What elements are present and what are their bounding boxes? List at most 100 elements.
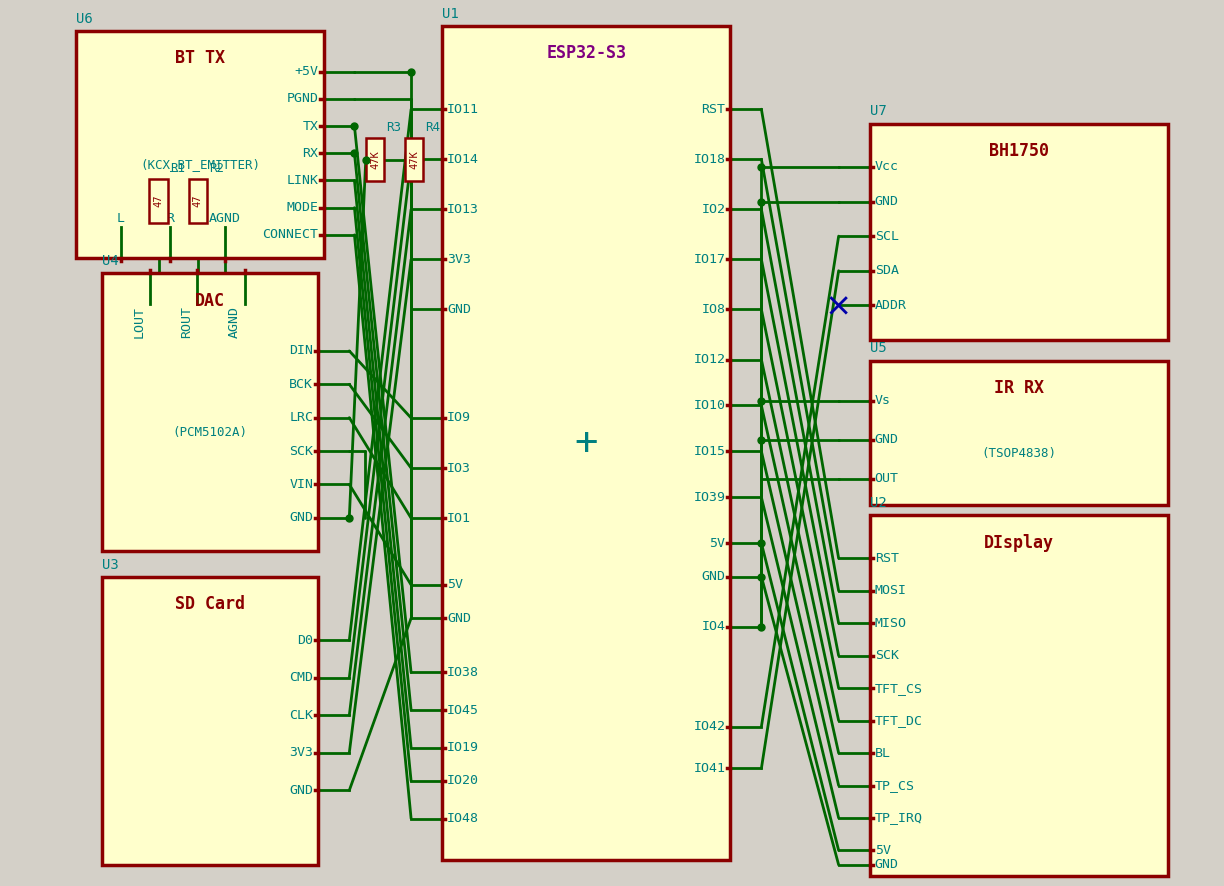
Text: IO18: IO18 <box>693 152 726 166</box>
Text: IO13: IO13 <box>447 203 479 216</box>
Text: R4: R4 <box>426 120 441 134</box>
Text: TX: TX <box>302 120 318 133</box>
Text: TP_CS: TP_CS <box>875 779 914 792</box>
Text: GND: GND <box>447 303 471 316</box>
Text: Vs: Vs <box>875 394 891 408</box>
Text: TFT_CS: TFT_CS <box>875 681 923 695</box>
Text: (PCM5102A): (PCM5102A) <box>173 426 247 439</box>
Text: U4: U4 <box>102 254 119 268</box>
Text: IO9: IO9 <box>447 411 471 424</box>
Bar <box>102 273 318 551</box>
Text: AGND: AGND <box>228 306 241 338</box>
Text: IO15: IO15 <box>693 445 726 458</box>
Text: GND: GND <box>875 433 898 447</box>
Text: Vcc: Vcc <box>875 160 898 174</box>
Text: GND: GND <box>289 511 313 525</box>
Text: 47K: 47K <box>370 151 379 169</box>
Text: IO41: IO41 <box>693 762 726 775</box>
Text: IO17: IO17 <box>693 253 726 266</box>
Bar <box>869 124 1169 340</box>
Text: IO4: IO4 <box>701 620 726 633</box>
Text: IO38: IO38 <box>447 666 479 679</box>
Bar <box>869 515 1169 875</box>
Text: RX: RX <box>302 147 318 159</box>
Text: R3: R3 <box>387 120 401 134</box>
Text: IO14: IO14 <box>447 152 479 166</box>
Bar <box>869 361 1169 505</box>
Bar <box>188 179 207 222</box>
Text: ESP32-S3: ESP32-S3 <box>546 44 627 62</box>
Text: BH1750: BH1750 <box>989 142 1049 160</box>
Text: IO42: IO42 <box>693 720 726 734</box>
Text: 3V3: 3V3 <box>447 253 471 266</box>
Text: PGND: PGND <box>286 92 318 105</box>
Text: IO10: IO10 <box>693 399 726 412</box>
Text: +: + <box>574 424 599 462</box>
Text: 3V3: 3V3 <box>289 746 313 759</box>
Text: GND: GND <box>701 570 726 583</box>
Text: R: R <box>166 212 174 224</box>
Text: GND: GND <box>875 195 898 208</box>
Text: CONNECT: CONNECT <box>262 229 318 241</box>
Text: ROUT: ROUT <box>180 306 193 338</box>
Text: IO11: IO11 <box>447 103 479 116</box>
Text: CMD: CMD <box>289 672 313 684</box>
Text: GND: GND <box>289 784 313 797</box>
Text: TFT_DC: TFT_DC <box>875 714 923 727</box>
Text: (KCX_BT_EMITTER): (KCX_BT_EMITTER) <box>140 159 259 171</box>
Text: 5V: 5V <box>875 844 891 857</box>
Text: U3: U3 <box>102 558 119 571</box>
Bar <box>149 179 168 222</box>
Text: U6: U6 <box>76 12 93 26</box>
Text: DAC: DAC <box>195 291 225 309</box>
Text: 5V: 5V <box>710 537 726 549</box>
Text: SD Card: SD Card <box>175 595 245 613</box>
Text: CLK: CLK <box>289 709 313 722</box>
Text: LOUT: LOUT <box>132 306 146 338</box>
Text: VIN: VIN <box>289 478 313 491</box>
Text: AGND: AGND <box>208 212 241 224</box>
Text: IO3: IO3 <box>447 462 471 475</box>
Text: U2: U2 <box>869 496 886 510</box>
Text: IO2: IO2 <box>701 203 726 216</box>
Bar <box>405 138 424 182</box>
Bar <box>366 138 384 182</box>
Text: MODE: MODE <box>286 201 318 214</box>
Text: R2: R2 <box>209 162 224 175</box>
Text: IR RX: IR RX <box>994 379 1044 397</box>
Text: U1: U1 <box>442 6 459 20</box>
Bar <box>76 31 323 258</box>
Text: GND: GND <box>875 859 898 871</box>
Text: SCK: SCK <box>289 445 313 457</box>
Text: TP_IRQ: TP_IRQ <box>875 812 923 825</box>
Text: OUT: OUT <box>875 472 898 486</box>
Text: BL: BL <box>875 747 891 759</box>
Text: IO20: IO20 <box>447 774 479 788</box>
Text: IO45: IO45 <box>447 703 479 717</box>
Text: IO39: IO39 <box>693 491 726 504</box>
Text: (TSOP4838): (TSOP4838) <box>982 447 1056 460</box>
Text: SCK: SCK <box>875 649 898 662</box>
Text: ADDR: ADDR <box>875 299 907 312</box>
Bar <box>442 26 731 860</box>
Bar <box>102 577 318 866</box>
Text: IO48: IO48 <box>447 812 479 825</box>
Text: D0: D0 <box>297 633 313 647</box>
Text: LRC: LRC <box>289 411 313 424</box>
Text: LINK: LINK <box>286 174 318 187</box>
Text: BT TX: BT TX <box>175 50 225 67</box>
Text: GND: GND <box>447 611 471 625</box>
Text: 47K: 47K <box>409 151 419 169</box>
Text: MISO: MISO <box>875 617 907 630</box>
Text: RST: RST <box>701 103 726 116</box>
Text: SDA: SDA <box>875 264 898 277</box>
Text: R1: R1 <box>170 162 185 175</box>
Text: MOSI: MOSI <box>875 585 907 597</box>
Text: +5V: +5V <box>295 66 318 78</box>
Text: IO12: IO12 <box>693 353 726 366</box>
Text: 5V: 5V <box>447 579 463 591</box>
Text: IO8: IO8 <box>701 303 726 316</box>
Text: RST: RST <box>875 552 898 565</box>
Text: 47: 47 <box>193 195 203 207</box>
Text: DIN: DIN <box>289 345 313 357</box>
